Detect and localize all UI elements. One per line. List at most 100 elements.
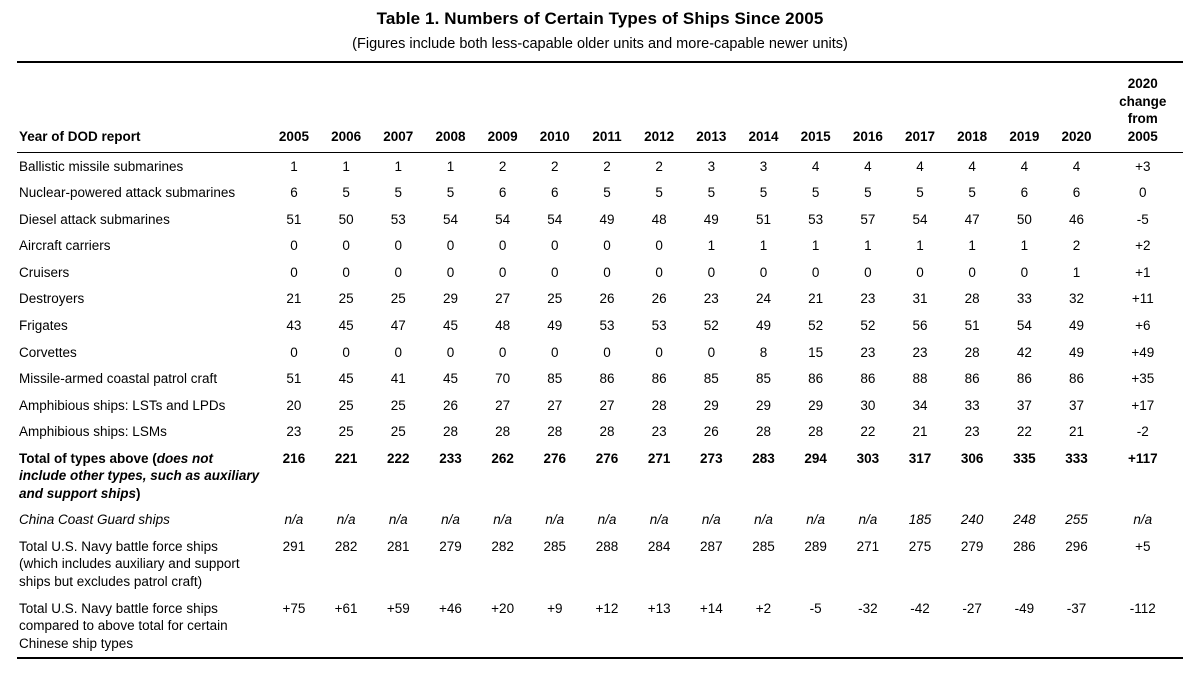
- cell-nuclear-powered-attack-submarines-2017: 5: [916, 185, 924, 201]
- cell-nuclear-powered-attack-submarines-2020: 6: [1072, 185, 1081, 201]
- table-row-corvettes: Corvettes 0 0 0 0 0 0 0 0 0 8 15 23 23 28 42 49 +49: [17, 339, 1183, 366]
- cell-missile-armed-coastal-patrol-craft-2018: 86: [964, 371, 980, 387]
- cell-total-of-types-above-2009: 262: [491, 450, 514, 466]
- cell-total-of-types-above-2019: 335: [1013, 450, 1036, 466]
- cell-nuclear-powered-attack-submarines-2005: 6: [290, 185, 298, 201]
- cell-cruisers-2018: 0: [968, 264, 976, 280]
- cell-amphibious-ships-lsts-and-lpds-2017: 34: [912, 397, 928, 413]
- row-label-amphibious-ships-lsts-and-lpds: Amphibious ships: LSTs and LPDs: [17, 392, 268, 419]
- cell-ballistic-missile-submarines-2019: 4: [1020, 158, 1029, 174]
- cell-corvettes-2020: 49: [1069, 344, 1085, 360]
- cell-nuclear-powered-attack-submarines-2014: 5: [759, 185, 768, 201]
- cell-total-of-types-above-2014: 283: [752, 450, 775, 466]
- cell-amphibious-ships-lsts-and-lpds-2012: 28: [651, 397, 667, 413]
- cell-total-us-navy-vs-chinese-types-2009: +20: [491, 600, 515, 616]
- cell-aircraft-carriers-2010: 0: [551, 238, 559, 254]
- cell-china-coast-guard-ships-2007: n/a: [388, 512, 408, 528]
- cell-total-of-types-above-2011: 276: [595, 450, 619, 466]
- row-label-corvettes: Corvettes: [17, 339, 268, 366]
- table-row-frigates: Frigates 43 45 47 45 48 49 53 53 52 49 52 52 56 51 54 49…: [17, 312, 1183, 339]
- cell-ballistic-missile-submarines-2010: 2: [551, 158, 559, 174]
- cell-destroyers-2020: 32: [1069, 291, 1085, 307]
- cell-aircraft-carriers-2020: 2: [1072, 238, 1081, 254]
- cell-cruisers-2005: 0: [290, 264, 298, 280]
- cell-missile-armed-coastal-patrol-craft-2008: 45: [442, 371, 458, 387]
- cell-frigates-2009: 48: [495, 317, 511, 333]
- row-label-text: Diesel attack submarines: [19, 211, 170, 227]
- cell-diesel-attack-submarines-2011: 49: [599, 211, 615, 227]
- column-header-year: 2017: [893, 62, 947, 154]
- cell-cruisers-2019: 0: [1020, 264, 1029, 280]
- cell-frigates-2016: 52: [860, 317, 876, 333]
- table-row-cruisers: Cruisers 0 0 0 0 0 0 0 0 0 0 0 0 0 0 0 1 +1: [17, 259, 1183, 286]
- column-header-year: 2011: [580, 62, 634, 154]
- row-label-text: Ballistic missile submarines: [19, 158, 184, 174]
- row-label-text: China Coast Guard ships: [19, 512, 170, 528]
- cell-frigates-2013: 52: [703, 317, 719, 333]
- row-label-ballistic-missile-submarines: Ballistic missile submarines: [17, 153, 268, 180]
- cell-total-of-types-above-2012: 271: [647, 450, 671, 466]
- cell-china-coast-guard-ships-2017: 185: [908, 512, 932, 528]
- column-header-row-label: Year of DOD report: [17, 62, 268, 154]
- cell-corvettes-2008: 0: [446, 344, 455, 360]
- row-label-text: Destroyers: [19, 291, 85, 307]
- cell-diesel-attack-submarines-2018: 47: [964, 211, 980, 227]
- cell-total-us-navy-battle-force-ships-2010: 285: [543, 538, 567, 554]
- cell-total-us-navy-battle-force-ships-2019: 286: [1013, 538, 1036, 554]
- cell-destroyers-2015: 21: [808, 291, 824, 307]
- column-header-year: 2014: [737, 62, 790, 154]
- cell-nuclear-powered-attack-submarines-2010: 6: [551, 185, 559, 201]
- cell-total-us-navy-battle-force-ships-2018: 279: [960, 538, 984, 554]
- cell-total-us-navy-vs-chinese-types-2018: -27: [962, 600, 982, 616]
- cell-aircraft-carriers-2015: 1: [811, 238, 820, 254]
- cell-diesel-attack-submarines-2014: 51: [755, 211, 771, 227]
- cell-missile-armed-coastal-patrol-craft-2006: 45: [338, 371, 354, 387]
- cell-total-us-navy-vs-chinese-types-2006: +61: [334, 600, 358, 616]
- cell-amphibious-ships-lsts-and-lpds-2018: 33: [964, 397, 980, 413]
- row-label-destroyers: Destroyers: [17, 286, 268, 313]
- row-label-text: Frigates: [19, 317, 68, 333]
- cell-china-coast-guard-ships-2010: n/a: [545, 512, 565, 528]
- table-body: Ballistic missile submarines 1 1 1 1 2 2 2 2 3 3 4 4…: [17, 153, 1183, 658]
- column-header-year: 2007: [372, 62, 425, 154]
- table-header: Year of DOD report 2005 2006 2007 2008 2009 20…: [17, 62, 1183, 154]
- cell-amphibious-ships-lsms-2014: 28: [755, 424, 771, 440]
- column-header-change-line: 2005: [1127, 128, 1158, 144]
- cell-diesel-attack-submarines-2020: 46: [1069, 211, 1085, 227]
- cell-destroyers-2014: 24: [755, 291, 771, 307]
- cell-nuclear-powered-attack-submarines-2011: 5: [603, 185, 611, 201]
- cell-ballistic-missile-submarines-2005: 1: [290, 158, 298, 174]
- cell-total-us-navy-vs-chinese-types-2010: +9: [547, 600, 563, 616]
- table-row-total-us-navy-vs-chinese-types: Total U.S. Navy battle force ships compa…: [17, 595, 1183, 658]
- cell-china-coast-guard-ships-2008: n/a: [441, 512, 460, 528]
- cell-missile-armed-coastal-patrol-craft-2013: 85: [703, 371, 719, 387]
- cell-aircraft-carriers-change: +2: [1135, 238, 1151, 254]
- cell-amphibious-ships-lsms-2015: 28: [808, 424, 824, 440]
- row-label-frigates: Frigates: [17, 312, 268, 339]
- cell-china-coast-guard-ships-2016: n/a: [858, 512, 878, 528]
- cell-cruisers-2017: 0: [916, 264, 924, 280]
- cell-missile-armed-coastal-patrol-craft-2020: 86: [1069, 371, 1085, 387]
- table-subtitle: (Figures include both less-capable older…: [352, 36, 848, 52]
- cell-diesel-attack-submarines-2012: 48: [651, 211, 667, 227]
- cell-cruisers-2012: 0: [655, 264, 663, 280]
- cell-missile-armed-coastal-patrol-craft-2017: 88: [912, 371, 928, 387]
- row-label-china-coast-guard-ships: China Coast Guard ships: [17, 507, 268, 534]
- cell-amphibious-ships-lsms-2008: 28: [442, 424, 458, 440]
- cell-aircraft-carriers-2014: 1: [759, 238, 768, 254]
- cell-total-us-navy-battle-force-ships-2007: 281: [387, 538, 410, 554]
- row-label-total-us-navy-battle-force-ships: Total U.S. Navy battle force ships (whic…: [17, 533, 268, 595]
- cell-corvettes-2013: 0: [707, 344, 716, 360]
- column-header-year: 2020: [1050, 62, 1103, 154]
- cell-diesel-attack-submarines-2013: 49: [703, 211, 719, 227]
- cell-diesel-attack-submarines-2017: 54: [912, 211, 928, 227]
- cell-nuclear-powered-attack-submarines-2016: 5: [864, 185, 872, 201]
- cell-destroyers-2017: 31: [912, 291, 928, 307]
- cell-missile-armed-coastal-patrol-craft-2005: 51: [286, 371, 302, 387]
- cell-cruisers-2013: 0: [707, 264, 716, 280]
- cell-missile-armed-coastal-patrol-craft-2007: 41: [390, 371, 406, 387]
- cell-missile-armed-coastal-patrol-craft-2019: 86: [1016, 371, 1032, 387]
- column-header-year: 2015: [789, 62, 842, 154]
- column-header-year: 2013: [685, 62, 738, 154]
- cell-amphibious-ships-lsms-2020: 21: [1069, 424, 1085, 440]
